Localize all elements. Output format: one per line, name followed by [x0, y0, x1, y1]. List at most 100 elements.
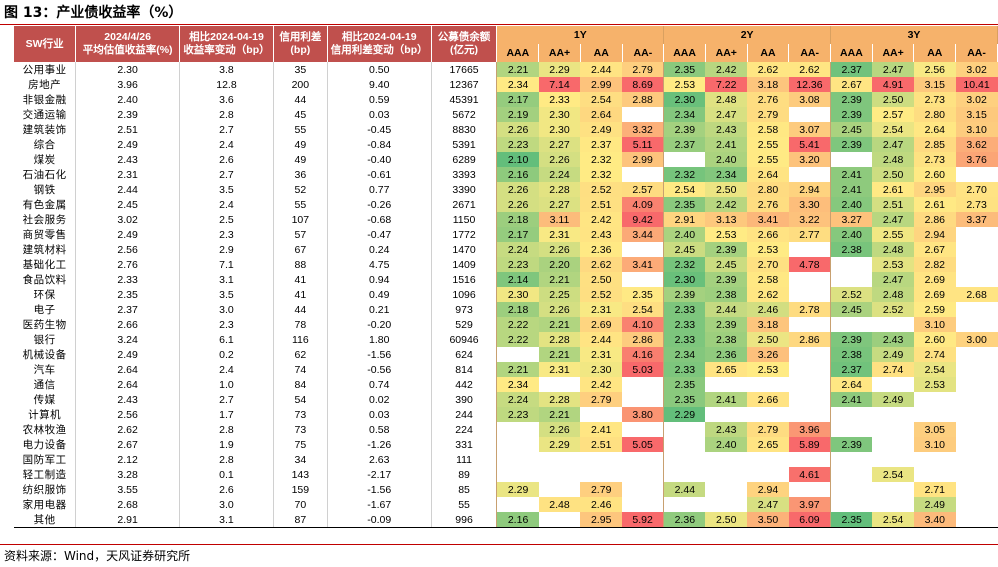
yield-2y-aa-plus-cell — [705, 497, 747, 512]
spread-cell: 87 — [272, 512, 328, 528]
spread-cell: 67 — [272, 242, 328, 257]
table-row: 食品饮料 2.33 3.1 41 0.94 1516 2.14 2.21 2.50 2.30 2.3… — [14, 272, 998, 287]
yield-2y-aa-plus-cell: 3.13 — [705, 212, 748, 227]
yield-cell: 2.91 — [75, 512, 180, 528]
table-row: 非银金融 2.40 3.6 44 0.59 45391 2.17 2.33 2.54 2.88 2.… — [14, 92, 998, 107]
yield-change-cell: 3.1 — [179, 512, 274, 528]
yield-1y-aa-plus-cell: 2.26 — [538, 302, 581, 317]
spread-change-cell: 9.40 — [326, 77, 432, 92]
spread-change-cell: 0.59 — [326, 92, 432, 107]
yield-3y-aaa-cell: 2.39 — [830, 332, 873, 347]
yield-3y-aa-minus-cell: 10.41 — [955, 77, 998, 92]
yield-1y-aaa-cell: 2.22 — [496, 332, 539, 347]
yield-change-cell: 0.2 — [179, 347, 274, 362]
yield-1y-aa-minus-cell — [622, 497, 664, 512]
yield-cell: 2.76 — [75, 257, 180, 272]
spread-change-cell: 0.02 — [326, 392, 432, 407]
yield-3y-aa-plus-cell: 2.48 — [872, 242, 914, 257]
yield-3y-aa-minus-cell — [956, 347, 998, 362]
yield-2y-aa-minus-cell — [789, 482, 831, 497]
yield-3y-aa-cell: 2.54 — [913, 362, 956, 377]
yield-3y-aaa-cell: 2.41 — [830, 167, 873, 182]
yield-2y-aa-plus-cell: 2.41 — [705, 392, 748, 407]
yield-1y-aa-cell: 2.79 — [580, 482, 623, 497]
yield-1y-aa-cell: 2.69 — [580, 317, 623, 332]
yield-2y-aa-plus-cell: 2.39 — [705, 272, 748, 287]
yield-2y-aa-minus-cell: 5.89 — [788, 437, 831, 452]
yield-3y-aa-cell: 2.64 — [913, 122, 956, 137]
spread-change-cell: -1.56 — [326, 347, 432, 362]
spread-change-cell: -0.40 — [326, 152, 432, 167]
yield-cell: 2.30 — [75, 62, 180, 77]
table-row: 医药生物 2.66 2.3 78 -0.20 529 2.22 2.21 2.69 4.10 2.3… — [14, 317, 998, 332]
header-rating: AA — [580, 44, 623, 62]
yield-1y-aa-minus-cell: 3.80 — [622, 407, 664, 422]
yield-2y-aa-plus-cell: 2.53 — [705, 227, 748, 242]
yield-2y-aaa-cell — [663, 437, 706, 452]
spread-change-cell: -1.67 — [326, 497, 432, 512]
header-industry: SW行业 — [14, 26, 77, 62]
yield-1y-aa-cell: 2.54 — [580, 92, 623, 107]
yield-change-cell: 2.8 — [179, 422, 274, 437]
yield-3y-aa-plus-cell: 2.74 — [872, 362, 914, 377]
yield-1y-aaa-cell: 2.17 — [496, 92, 539, 107]
yield-1y-aa-plus-cell — [539, 467, 581, 482]
balance-cell: 1516 — [430, 272, 497, 287]
yield-3y-aa-plus-cell: 2.50 — [872, 92, 914, 107]
yield-3y-aa-cell: 2.60 — [913, 332, 956, 347]
yield-1y-aa-minus-cell: 2.79 — [622, 62, 664, 77]
yield-3y-aa-plus-cell: 2.48 — [872, 287, 914, 302]
yield-1y-aa-plus-cell: 2.31 — [538, 362, 581, 377]
yield-2y-aa-cell: 3.41 — [747, 212, 789, 227]
table-row: 电子 2.37 3.0 44 0.21 973 2.18 2.26 2.31 2.54 2.33 2.… — [14, 302, 998, 317]
yield-3y-aaa-cell: 2.41 — [830, 392, 873, 407]
yield-1y-aa-minus-cell: 5.05 — [622, 437, 664, 452]
yield-2y-aa-minus-cell: 2.62 — [788, 62, 831, 77]
yield-3y-aaa-cell: 2.37 — [830, 62, 873, 77]
balance-cell: 55 — [430, 497, 497, 512]
yield-3y-aaa-cell — [830, 467, 873, 482]
yield-2y-aa-minus-cell — [789, 287, 831, 302]
yield-change-cell: 0.1 — [179, 467, 274, 482]
table-row: 商贸零售 2.49 2.3 57 -0.47 1772 2.17 2.31 2.43 3.44 2.… — [14, 227, 998, 242]
yield-1y-aa-minus-cell — [622, 482, 664, 497]
yield-2y-aa-cell: 3.18 — [747, 317, 789, 332]
table-row: 通信 2.64 1.0 84 0.74 442 2.34 2.42 2.35 2.64 2.53 — [14, 377, 998, 392]
yield-1y-aa-cell: 2.44 — [580, 62, 623, 77]
yield-change-cell: 2.8 — [179, 452, 274, 467]
yield-2y-aa-plus-cell: 2.38 — [705, 287, 748, 302]
yield-3y-aa-minus-cell: 3.00 — [955, 332, 998, 347]
industry-cell: 通信 — [33, 378, 56, 391]
yield-2y-aa-plus-cell: 2.42 — [705, 62, 748, 77]
yield-2y-aa-minus-cell — [789, 272, 831, 287]
yield-3y-aa-plus-cell — [872, 407, 914, 422]
industry-cell: 石油石化 — [22, 168, 67, 181]
yield-1y-aaa-cell: 2.30 — [496, 287, 539, 302]
header-rating: AAA — [496, 44, 540, 62]
yield-1y-aa-minus-cell — [622, 392, 664, 407]
yield-cell: 3.02 — [75, 212, 180, 227]
industry-cell: 建筑材料 — [22, 243, 67, 256]
yield-3y-aa-plus-cell — [872, 437, 914, 452]
yield-2y-aa-plus-cell: 2.39 — [705, 242, 748, 257]
spread-cell: 44 — [272, 302, 328, 317]
industry-cell: 机械设备 — [22, 348, 67, 361]
yield-cell: 2.49 — [75, 347, 180, 362]
spread-cell: 54 — [272, 392, 328, 407]
yield-2y-aa-cell: 2.80 — [747, 182, 789, 197]
yield-1y-aa-minus-cell: 2.54 — [622, 302, 664, 317]
industry-cell: 环保 — [33, 288, 56, 301]
header-yield-desc: 平均估值收益率(%) — [82, 44, 173, 56]
spread-change-cell: -0.09 — [326, 512, 432, 528]
industry-cell: 轻工制造 — [22, 468, 67, 481]
spread-cell: 70 — [272, 497, 328, 512]
yield-2y-aa-minus-cell — [789, 107, 831, 122]
yield-1y-aaa-cell — [496, 467, 539, 482]
header-rating: AA — [913, 44, 957, 62]
yield-3y-aaa-cell: 2.39 — [830, 437, 873, 452]
balance-cell: 224 — [430, 422, 497, 437]
yield-1y-aa-minus-cell — [622, 242, 664, 257]
yield-3y-aa-plus-cell: 2.47 — [872, 212, 914, 227]
balance-cell: 3390 — [430, 182, 497, 197]
yield-3y-aa-cell: 3.05 — [913, 422, 956, 437]
